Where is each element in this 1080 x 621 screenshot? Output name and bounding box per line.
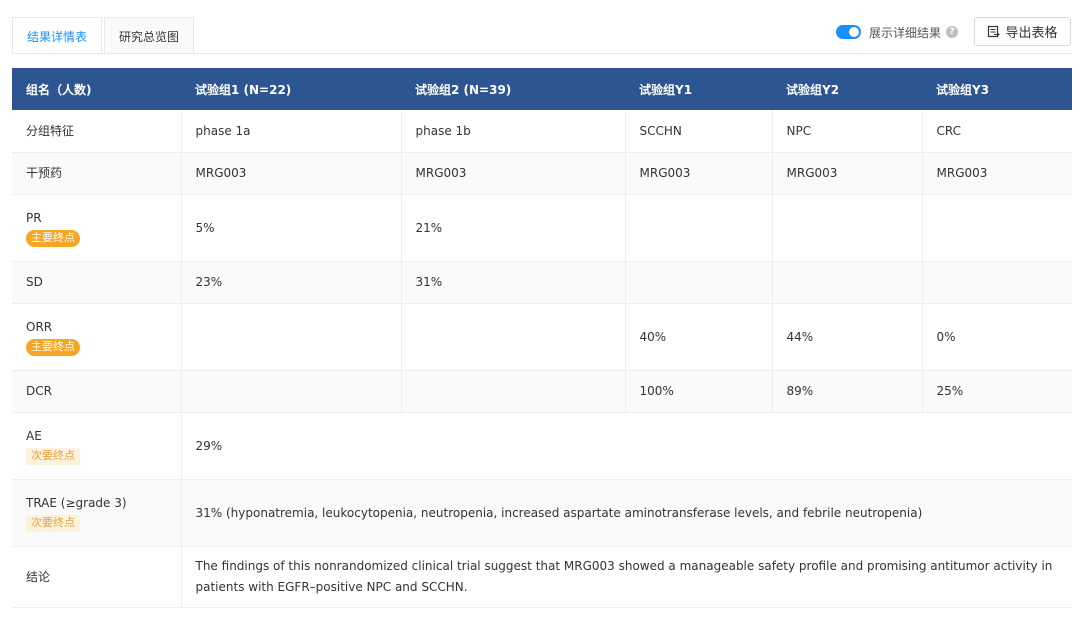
help-icon[interactable]: ? (946, 26, 959, 38)
table-cell: phase 1a (180, 110, 401, 153)
table-cell-merged: 29% (180, 412, 1072, 480)
table-cell (400, 303, 625, 371)
table-cell: 23% (180, 261, 401, 304)
primary-endpoint-badge: 主要终点 (26, 230, 80, 247)
row-label: AE (26, 429, 42, 443)
row-label-cell: PR 主要终点 (12, 194, 181, 262)
toggle-knob (849, 27, 859, 37)
row-label: SD (12, 261, 181, 304)
top-bar: 结果详情表 研究总览图 展示详细结果 ? 导出表格 (0, 0, 1080, 56)
row-label-cell: AE 次要终点 (12, 412, 181, 480)
table-cell (180, 303, 401, 371)
table-cell: 21% (400, 194, 625, 262)
header-group-y2: 试验组Y2 (772, 68, 922, 110)
tab-divider (12, 53, 1072, 54)
table-cell: MRG003 (400, 152, 625, 195)
table-row: 结论 The findings of this nonrandomized cl… (12, 546, 1072, 608)
table-cell: SCCHN (624, 110, 772, 153)
table-cell (624, 261, 772, 304)
table-cell (921, 261, 1072, 304)
row-label: ORR (26, 320, 53, 334)
table-cell: MRG003 (624, 152, 772, 195)
table-row: ORR 主要终点 40% 44% 0% (12, 303, 1072, 371)
row-label-cell: TRAE (≥grade 3) 次要终点 (12, 479, 181, 547)
table-row: 分组特征 phase 1a phase 1b SCCHN NPC CRC (12, 110, 1072, 153)
show-details-control: 展示详细结果 ? (836, 23, 959, 41)
table-row: 干预药 MRG003 MRG003 MRG003 MRG003 MRG003 (12, 152, 1072, 195)
show-details-label: 展示详细结果 (869, 25, 942, 40)
table-row: SD 23% 31% (12, 261, 1072, 304)
table-row: DCR 100% 89% 25% (12, 370, 1072, 413)
primary-endpoint-badge: 主要终点 (26, 339, 80, 356)
table-cell: phase 1b (400, 110, 625, 153)
header-group-name: 组名（人数) (12, 68, 181, 110)
table-cell (921, 194, 1072, 262)
table-row: PR 主要终点 5% 21% (12, 194, 1072, 262)
table-cell: 0% (921, 303, 1072, 371)
tab-study-overview[interactable]: 研究总览图 (104, 17, 195, 54)
table-row: AE 次要终点 29% (12, 412, 1072, 480)
table-cell: CRC (921, 110, 1072, 153)
header-group-2: 试验组2 (N=39) (401, 68, 625, 110)
table-cell: 25% (921, 370, 1072, 413)
table-cell (771, 261, 922, 304)
table-cell: 100% (624, 370, 772, 413)
row-label: 结论 (12, 546, 181, 608)
header-group-1: 试验组1 (N=22) (181, 68, 401, 110)
table-cell: MRG003 (771, 152, 922, 195)
tab-bar: 结果详情表 研究总览图 (12, 17, 195, 55)
table-cell: 31% (400, 261, 625, 304)
table-header-row: 组名（人数) 试验组1 (N=22) 试验组2 (N=39) 试验组Y1 试验组… (12, 68, 1072, 110)
table-cell (624, 194, 772, 262)
row-label: TRAE (≥grade 3) (26, 496, 127, 510)
table-cell: NPC (771, 110, 922, 153)
show-details-toggle[interactable] (836, 25, 861, 39)
table-cell: MRG003 (180, 152, 401, 195)
export-table-button[interactable]: 导出表格 (974, 17, 1071, 46)
row-label: 干预药 (12, 152, 181, 195)
results-table: 组名（人数) 试验组1 (N=22) 试验组2 (N=39) 试验组Y1 试验组… (12, 68, 1072, 608)
table-cell: 89% (771, 370, 922, 413)
table-cell: MRG003 (921, 152, 1072, 195)
row-label: 分组特征 (12, 110, 181, 153)
header-group-y1: 试验组Y1 (625, 68, 772, 110)
table-cell (771, 194, 922, 262)
table-cell (180, 370, 401, 413)
table-row: TRAE (≥grade 3) 次要终点 31% (hyponatremia, … (12, 479, 1072, 547)
table-cell-merged: 31% (hyponatremia, leukocytopenia, neutr… (180, 479, 1072, 547)
row-label: PR (26, 211, 42, 225)
header-group-y3: 试验组Y3 (922, 68, 1072, 110)
table-cell (400, 370, 625, 413)
export-icon (988, 25, 1001, 38)
table-cell: 44% (771, 303, 922, 371)
row-label-cell: ORR 主要终点 (12, 303, 181, 371)
tab-result-details[interactable]: 结果详情表 (12, 17, 103, 55)
export-label: 导出表格 (1005, 26, 1058, 41)
table-cell: 5% (180, 194, 401, 262)
conclusion-text: The findings of this nonrandomized clini… (180, 546, 1072, 608)
row-label: DCR (12, 370, 181, 413)
table-cell: 40% (624, 303, 772, 371)
secondary-endpoint-badge: 次要终点 (26, 448, 80, 465)
secondary-endpoint-badge: 次要终点 (26, 515, 80, 532)
